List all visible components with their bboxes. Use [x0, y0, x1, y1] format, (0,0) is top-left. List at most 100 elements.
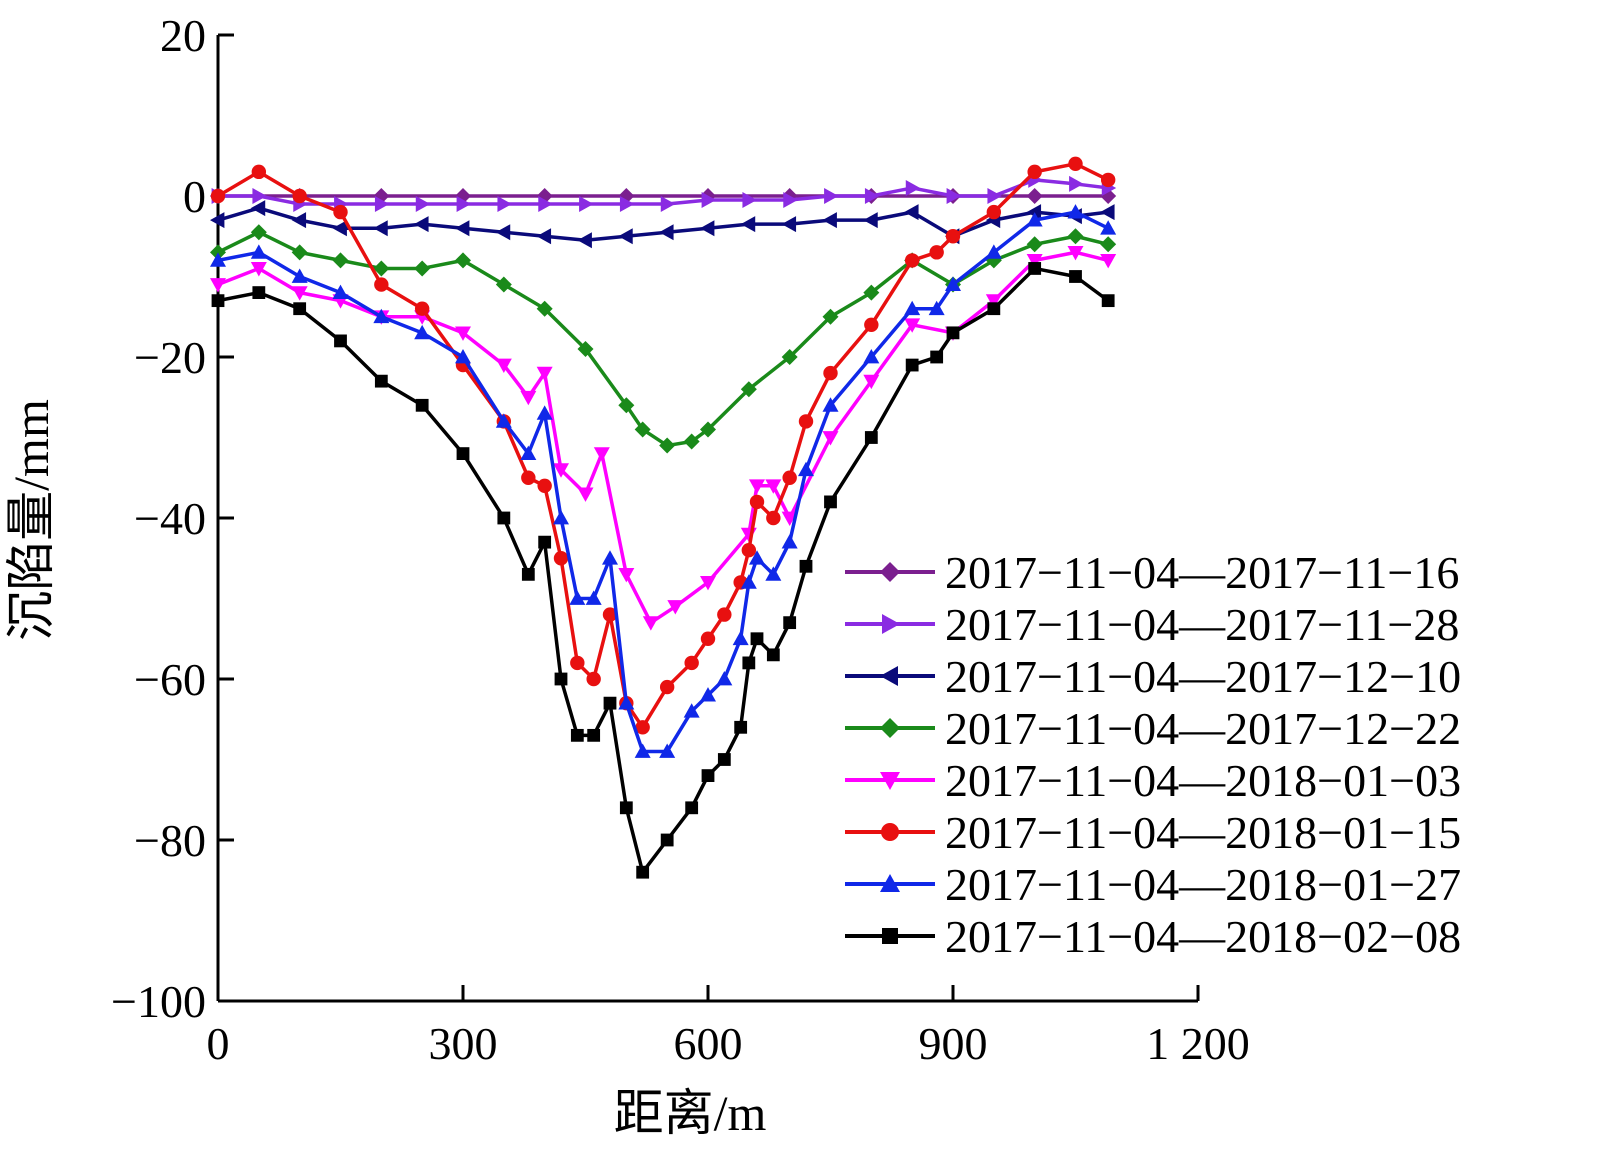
data-point	[798, 461, 814, 477]
data-point	[1067, 245, 1084, 261]
data-point	[782, 470, 797, 485]
legend-marker	[880, 772, 900, 790]
data-point	[211, 294, 225, 308]
data-point	[659, 224, 674, 241]
data-point	[495, 224, 511, 241]
data-point	[1027, 164, 1042, 180]
data-point	[252, 188, 267, 204]
data-point	[1100, 172, 1116, 188]
data-point	[521, 567, 535, 581]
data-point	[700, 631, 716, 646]
data-point	[291, 286, 308, 301]
data-point	[783, 616, 797, 630]
data-point	[734, 720, 748, 734]
data-point	[520, 390, 537, 406]
legend-marker	[881, 823, 899, 841]
data-point	[252, 286, 266, 299]
data-point	[864, 317, 879, 332]
data-point	[1101, 294, 1115, 308]
data-point	[536, 405, 553, 420]
y-tick-label: 0	[183, 171, 206, 222]
data-point	[684, 655, 699, 671]
data-point	[732, 630, 749, 646]
data-point	[1100, 220, 1117, 235]
data-point	[799, 559, 813, 573]
data-point	[414, 260, 431, 277]
legend-item: 2017−11−04—2018−02−08	[845, 911, 1461, 962]
data-point	[945, 276, 961, 291]
data-point	[374, 196, 390, 213]
data-point	[332, 284, 349, 299]
data-point	[660, 196, 676, 213]
data-point	[332, 252, 349, 269]
series-7	[210, 204, 1117, 758]
x-axis-label: 距离/m	[614, 1085, 767, 1141]
data-point	[455, 326, 471, 341]
data-point	[602, 550, 618, 565]
data-point	[455, 349, 471, 364]
data-point	[822, 397, 839, 412]
data-point	[291, 212, 307, 229]
data-point	[822, 431, 839, 446]
data-point	[553, 463, 569, 478]
series-8	[211, 262, 1115, 879]
data-point	[554, 672, 568, 686]
data-point	[497, 196, 512, 213]
legend-marker	[880, 874, 900, 892]
data-point	[667, 600, 684, 615]
data-point	[577, 340, 594, 357]
data-point	[717, 753, 731, 766]
legend-marker	[882, 928, 898, 944]
x-tick-label: 1 200	[1146, 1018, 1250, 1069]
data-point	[210, 244, 226, 261]
data-point	[455, 220, 470, 237]
data-point	[750, 632, 764, 646]
data-point	[904, 253, 920, 268]
legend-label: 2017−11−04—2018−02−08	[945, 911, 1461, 962]
data-point	[1026, 254, 1043, 269]
data-point	[701, 769, 715, 782]
data-point	[700, 421, 716, 438]
data-point	[749, 550, 765, 565]
data-point	[538, 196, 553, 213]
data-point	[766, 510, 781, 526]
data-point	[291, 268, 308, 283]
data-point	[904, 318, 921, 333]
data-point	[781, 511, 798, 526]
legend-item: 2017−11−04—2017−12−22	[845, 703, 1461, 754]
data-point	[521, 470, 536, 485]
data-point	[250, 244, 267, 259]
data-point	[414, 216, 429, 233]
y-tick-label: 20	[160, 10, 206, 61]
data-point	[766, 648, 780, 662]
data-point	[986, 204, 1002, 220]
legend-label: 2017−11−04—2017−11−28	[945, 599, 1459, 650]
data-point	[740, 381, 757, 398]
data-point	[685, 801, 699, 815]
series-layer	[210, 156, 1117, 879]
data-point	[586, 671, 601, 687]
data-point	[456, 447, 470, 460]
data-point	[577, 232, 592, 249]
legend: 2017−11−04—2017−11−162017−11−04—2017−11−…	[845, 547, 1461, 962]
y-axis-label: 沉陷量/mm	[3, 399, 59, 641]
data-point	[569, 590, 586, 605]
data-point	[742, 656, 756, 670]
x-tick-label: 900	[919, 1018, 988, 1069]
data-point	[619, 801, 633, 815]
data-point	[945, 229, 961, 244]
data-point	[781, 349, 798, 365]
data-point	[741, 543, 757, 558]
data-point	[1067, 204, 1084, 219]
data-point	[824, 495, 837, 509]
data-point	[904, 204, 919, 221]
data-point	[210, 278, 226, 293]
data-point	[415, 196, 431, 213]
data-point	[742, 192, 757, 209]
data-point	[537, 478, 552, 493]
data-point	[570, 655, 585, 671]
data-point	[497, 511, 511, 525]
data-point	[456, 196, 471, 213]
data-point	[765, 479, 782, 494]
